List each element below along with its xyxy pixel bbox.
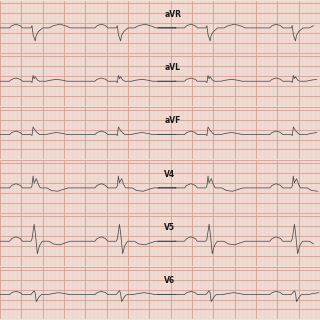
Text: aVR: aVR	[164, 10, 181, 19]
Text: V4: V4	[164, 170, 175, 179]
Text: V6: V6	[164, 276, 175, 285]
Text: aVF: aVF	[164, 116, 181, 125]
Text: V5: V5	[164, 223, 175, 232]
Text: aVL: aVL	[164, 63, 180, 72]
